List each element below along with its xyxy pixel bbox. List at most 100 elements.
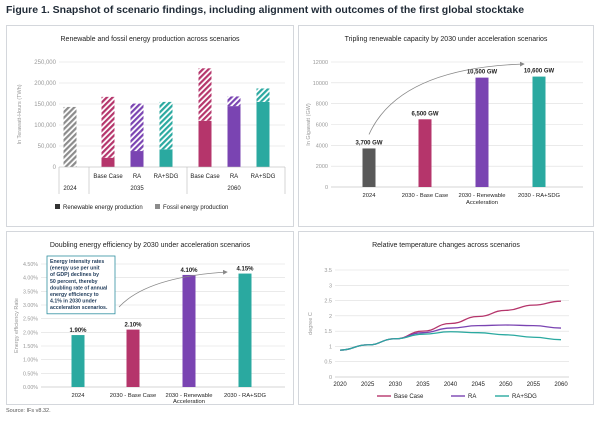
legend-label: RA (468, 394, 476, 400)
x-tick-label: 2024 (72, 393, 86, 399)
y-tick-label: 3.5 (324, 268, 332, 274)
y-tick-label: 50,000 (38, 144, 57, 150)
data-label: 6,500 GW (411, 111, 438, 117)
y-tick-label: 0 (329, 375, 332, 381)
annotation-box (46, 255, 116, 315)
x-tick-label: RA (230, 174, 238, 180)
legend-swatch-fossil (155, 204, 160, 209)
y-tick-label: 2.50% (23, 317, 38, 323)
bar-renewable (227, 106, 241, 167)
x-tick-label: 2020 (333, 382, 347, 388)
y-tick-label: 1.5 (324, 329, 332, 335)
bar (362, 148, 376, 187)
y-tick-label: 2.5 (324, 299, 332, 305)
y-tick-label: 250,000 (34, 60, 56, 66)
x-tick-label: RA+SDG (251, 174, 276, 180)
data-label: 10,500 GW (467, 70, 498, 76)
annotation-line: Energy intensity rates (50, 259, 104, 265)
x-tick-label: RA+SDG (154, 174, 179, 180)
y-tick-label: 1 (329, 344, 332, 350)
x-tick-label: Base Case (93, 174, 123, 180)
x-tick-label: 2050 (499, 382, 513, 388)
y-axis-label: Energy efficiency Rate (14, 298, 20, 353)
bar-renewable (130, 151, 144, 167)
trend-arrow (368, 61, 525, 135)
x-tick-label: 2030 - Base Case (110, 393, 156, 399)
bar-fossil (101, 96, 115, 158)
data-label: 4.15% (236, 267, 254, 273)
bar (532, 76, 546, 187)
y-tick-label: 2 (329, 314, 332, 320)
y-tick-label: 0.5 (324, 360, 332, 366)
series-line (339, 331, 562, 351)
annotation-line: 50 percent, thereby (50, 279, 98, 285)
data-label: 4.10% (180, 268, 198, 274)
x-tick-label: 2060 (554, 382, 568, 388)
bar (126, 329, 140, 387)
y-tick-label: 8000 (316, 102, 328, 108)
y-tick-label: 150,000 (34, 102, 56, 108)
legend-label-fossil: Fossil energy production (163, 205, 228, 211)
annotation-line: acceleration scenarios. (50, 305, 108, 311)
bar (71, 335, 85, 387)
bar (475, 77, 489, 187)
bar-fossil (63, 106, 77, 167)
x-tick-label: 2030 (389, 382, 403, 388)
data-label: 2.10% (124, 323, 142, 329)
energy-production-chart: Renewable and fossil energy production a… (17, 36, 286, 211)
x-tick-label: 2035 (416, 382, 430, 388)
y-tick-label: 3.50% (23, 289, 38, 295)
x-tick-label: Base Case (190, 174, 220, 180)
bar-renewable (159, 149, 173, 167)
bar-fossil (198, 68, 212, 121)
annotation-line: (energy use per unit (50, 266, 100, 272)
y-tick-label: 4000 (316, 143, 328, 149)
data-label: 10,600 GW (524, 69, 555, 75)
y-tick-label: 3 (329, 283, 332, 289)
bar-renewable (101, 157, 115, 167)
x-tick-label: 2040 (444, 382, 458, 388)
y-tick-label: 2000 (316, 164, 328, 170)
legend-label: Base Case (394, 394, 424, 400)
renewable-capacity-panel: Tripling renewable capacity by 2030 unde… (298, 25, 594, 227)
chart-title: Doubling energy efficiency by 2030 under… (50, 242, 251, 249)
x-tick-label: 2030 - Renewable Acceleration (165, 393, 212, 404)
x-tick-label: 2024 (363, 193, 377, 199)
bar-renewable (256, 101, 270, 167)
energy-efficiency-chart: Doubling energy efficiency by 2030 under… (14, 242, 285, 404)
bar-fossil (159, 101, 173, 150)
annotation-line: energy efficiency to (50, 292, 99, 298)
energy-production-panel: Renewable and fossil energy production a… (6, 25, 294, 227)
y-axis-label: In Gigawatt (GW) (306, 103, 312, 146)
bar-fossil (256, 88, 270, 102)
annotation-line: doubling rate of annual (50, 285, 108, 291)
energy-efficiency-panel: Doubling energy efficiency by 2030 under… (6, 231, 294, 405)
y-tick-label: 1.00% (23, 358, 38, 364)
x-tick-label: RA (133, 174, 141, 180)
y-tick-label: 0 (325, 185, 328, 191)
y-axis-label: degree C (308, 312, 314, 335)
x-tick-label: 2025 (361, 382, 375, 388)
y-tick-label: 10000 (313, 81, 328, 87)
y-tick-label: 2.00% (23, 330, 38, 336)
temperature-chart: Relative temperature changes across scen… (308, 242, 569, 400)
temperature-panel: Relative temperature changes across scen… (298, 231, 594, 405)
x-tick-label: 2030 - RA+SDG (518, 193, 561, 199)
x-tick-label: 2030 - Base Case (402, 193, 448, 199)
bar (238, 273, 252, 387)
bar (418, 119, 432, 187)
trend-arrow (118, 269, 228, 308)
y-tick-label: 4.00% (23, 276, 38, 282)
y-tick-label: 0.00% (23, 385, 38, 391)
legend-swatch-renewable (55, 204, 60, 209)
chart-title: Renewable and fossil energy production a… (61, 36, 240, 43)
y-tick-label: 4.50% (23, 262, 38, 268)
annotation-line: of GDP) declines by (50, 272, 99, 278)
y-tick-label: 3.00% (23, 303, 38, 309)
y-tick-label: 0.50% (23, 371, 38, 377)
y-tick-label: 1.50% (23, 344, 38, 350)
x-tick-label: 2045 (471, 382, 485, 388)
x-group-label: 2060 (227, 186, 241, 192)
x-group-label: 2035 (130, 186, 144, 192)
legend-label: RA+SDG (512, 394, 537, 400)
